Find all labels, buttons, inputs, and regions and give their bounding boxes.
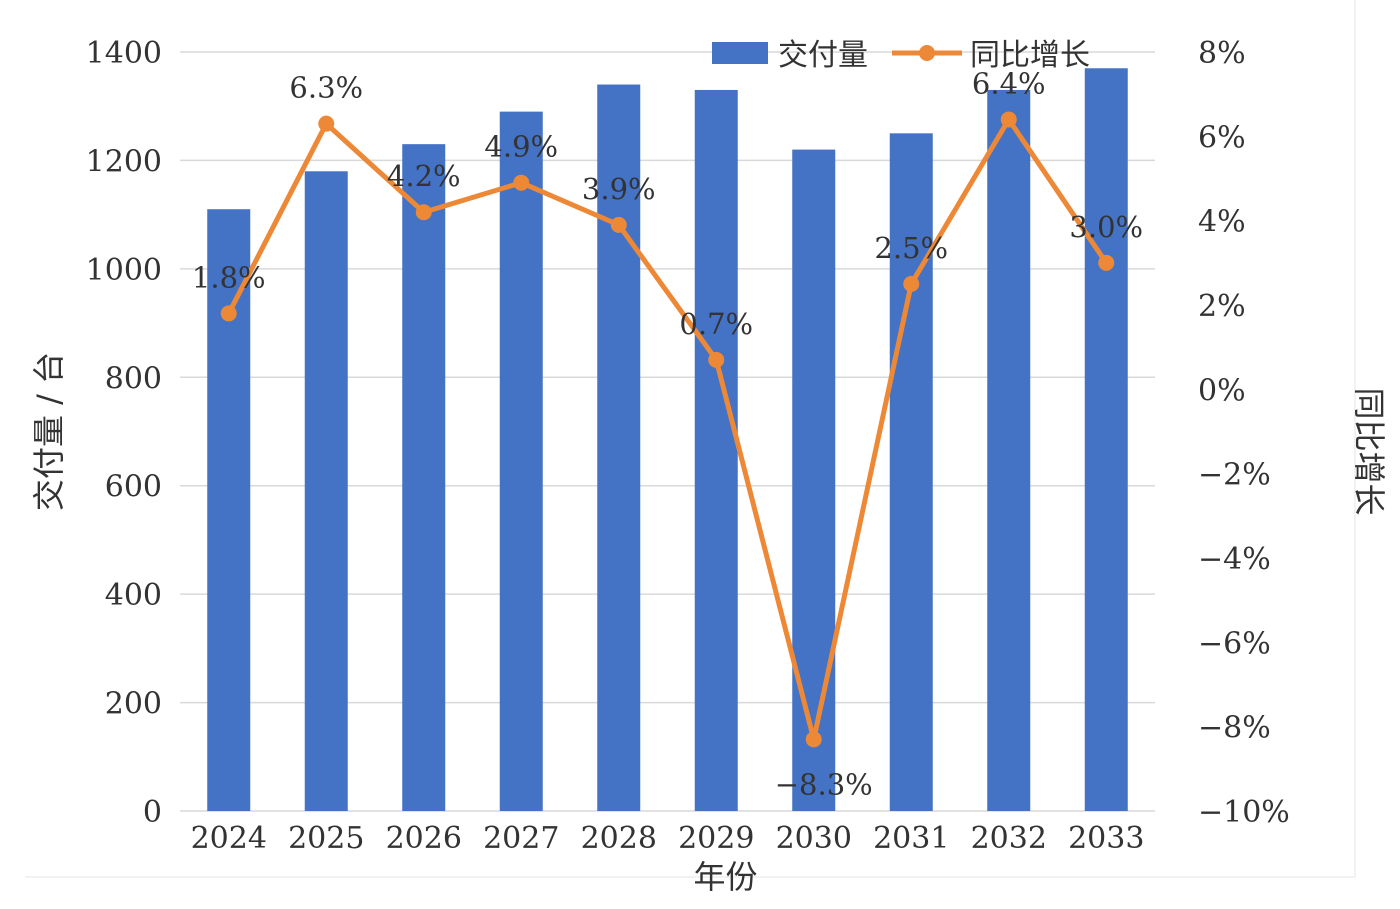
y2-tick-label: −10% [1198,795,1290,830]
bar [889,133,933,812]
bar [694,89,738,811]
y-tick-label: 800 [105,361,162,396]
bar [792,149,836,812]
x-tick-label: 2025 [288,821,364,856]
growth-point [318,115,335,132]
y-tick-label: 400 [105,578,162,613]
legend-line-label: 同比增长 [970,38,1090,73]
x-tick-label: 2029 [678,821,754,856]
x-tick-label: 2024 [191,821,267,856]
growth-data-label: 0.7% [679,307,753,341]
y2-axis-title: 同比增长 [1350,387,1388,515]
y-tick-label: 0 [143,795,162,830]
y2-tick-label: −6% [1198,626,1271,661]
x-tick-label: 2027 [483,821,559,856]
legend-line-marker [919,45,935,61]
y2-tick-label: 8% [1198,36,1246,71]
x-tick-label: 2030 [776,821,852,856]
y-axis-title: 交付量 / 台 [30,352,68,511]
x-tick-label: 2033 [1068,821,1144,856]
growth-data-label: 6.3% [289,71,363,105]
growth-point [513,174,530,191]
x-tick-label: 2032 [971,821,1047,856]
growth-data-label: 2.5% [874,231,948,265]
x-tick-label: 2028 [581,821,657,856]
growth-data-label: −8.3% [775,767,873,801]
growth-data-label: 6.4% [972,66,1046,100]
growth-data-label: 4.2% [387,159,461,193]
y-tick-label: 1400 [86,36,162,71]
growth-data-label: 3.9% [582,172,656,206]
y2-tick-label: −2% [1198,458,1271,493]
y2-tick-label: 0% [1198,373,1246,408]
y-tick-label: 600 [105,470,162,505]
growth-point [1000,111,1017,128]
x-tick-label: 2031 [873,821,949,856]
bar [402,144,446,811]
legend-bar-swatch [712,42,768,64]
x-axis-title: 年份 [693,858,757,896]
bar [304,171,348,811]
y2-tick-label: −8% [1198,711,1271,746]
y-tick-label: 1000 [86,253,162,288]
bar [207,209,251,811]
legend-bar-label: 交付量 [778,38,868,73]
bar [597,84,641,812]
x-tick-label: 2026 [386,821,462,856]
growth-line [226,116,1109,742]
bar [987,89,1031,811]
y2-tick-label: 6% [1198,120,1246,155]
bar [1084,68,1128,811]
growth-data-label: 3.0% [1069,210,1143,244]
growth-point [220,305,237,322]
y-tick-label: 200 [105,687,162,722]
y-tick-label: 1200 [86,144,162,179]
growth-point [415,204,432,221]
y2-tick-label: 2% [1198,289,1246,324]
growth-point [708,351,725,368]
y2-tick-label: −4% [1198,542,1271,577]
y2-tick-label: 4% [1198,205,1246,240]
growth-point [610,216,627,233]
growth-data-label: 1.8% [192,260,266,294]
growth-point [805,731,822,748]
growth-point [903,275,920,292]
bar [499,111,543,811]
growth-data-label: 4.9% [484,130,558,164]
growth-point [1098,254,1115,271]
